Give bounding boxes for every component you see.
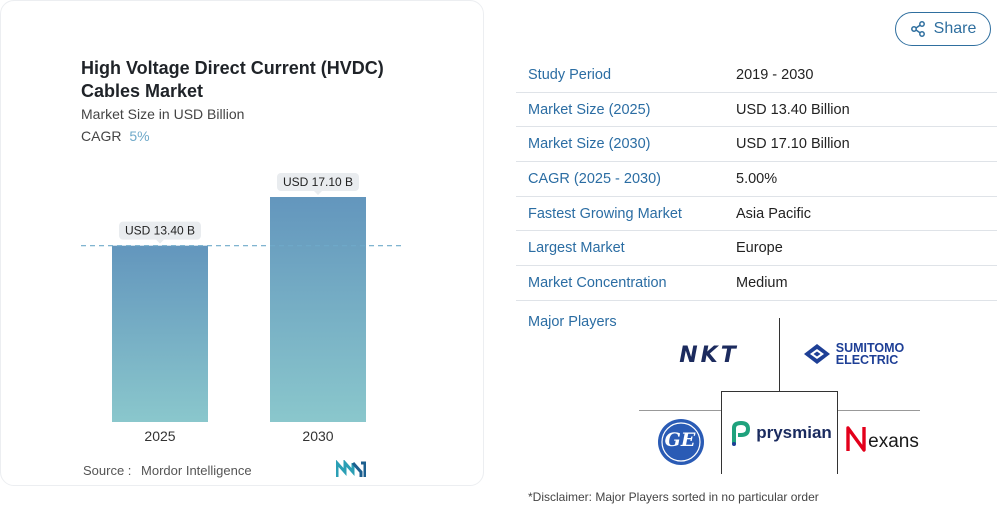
- nkt-logo-text: NKT: [679, 342, 739, 368]
- market-info-table: Study Period 2019 - 2030 Market Size (20…: [516, 58, 997, 301]
- row-value: Europe: [736, 240, 783, 257]
- ge-logo-text: GE: [664, 429, 696, 451]
- divider: [837, 410, 920, 411]
- divider: [721, 391, 838, 392]
- row-value: Medium: [736, 274, 788, 291]
- chart-subtitle: Market Size in USD Billion: [81, 106, 245, 122]
- cagr-value: 5%: [129, 128, 150, 144]
- major-players-label: Major Players: [528, 314, 617, 330]
- sumitomo-line2: ELECTRIC: [835, 353, 899, 367]
- row-value: 2019 - 2030: [736, 66, 814, 83]
- chart-source: Source : Mordor Intelligence: [83, 463, 252, 478]
- row-key: Market Size (2030): [528, 136, 651, 153]
- sumitomo-diamond-icon: [803, 344, 830, 364]
- data-label-box: [119, 221, 201, 240]
- prysmian-logo-text: prysmian: [756, 423, 832, 442]
- bar: [112, 245, 208, 422]
- table-row: Fastest Growing Market Asia Pacific: [516, 197, 997, 232]
- table-row: Market Size (2025) USD 13.40 Billion: [516, 93, 997, 128]
- category-label: 2025: [144, 428, 175, 444]
- prysmian-logo: prysmian: [727, 416, 835, 450]
- table-row: Market Concentration Medium: [516, 266, 997, 301]
- row-key: Study Period: [528, 66, 612, 83]
- row-key: Market Size (2025): [528, 101, 651, 118]
- category-label: 2030: [302, 428, 333, 444]
- ge-logo: GE: [655, 418, 707, 466]
- share-label: Share: [933, 20, 977, 37]
- disclaimer: *Disclaimer: Major Players sorted in no …: [528, 490, 819, 504]
- data-label-box: [277, 173, 359, 191]
- divider: [721, 391, 722, 474]
- source-label: Source :: [83, 463, 132, 478]
- nexans-logo-text: exans: [868, 431, 919, 452]
- divider: [779, 318, 780, 391]
- bar: [270, 197, 366, 422]
- row-value: 5.00%: [736, 170, 778, 187]
- nkt-logo: NKT: [659, 340, 759, 370]
- data-label: USD 13.40 B: [125, 224, 195, 238]
- row-value: USD 13.40 Billion: [736, 101, 850, 118]
- row-key: Market Concentration: [528, 274, 667, 291]
- table-row: CAGR (2025 - 2030) 5.00%: [516, 162, 997, 197]
- row-value: USD 17.10 Billion: [736, 136, 850, 153]
- sumitomo-line1: SUMITOMO: [835, 341, 905, 355]
- table-row: Study Period 2019 - 2030: [516, 58, 997, 93]
- data-label-pointer: [314, 191, 322, 195]
- row-key: CAGR (2025 - 2030): [528, 170, 661, 187]
- row-key: Largest Market: [528, 240, 625, 257]
- chart-title: High Voltage Direct Current (HVDC) Cable…: [81, 58, 384, 101]
- divider: [639, 410, 721, 411]
- table-row: Market Size (2030) USD 17.10 Billion: [516, 127, 997, 163]
- divider: [837, 391, 838, 474]
- sumitomo-electric-logo: SUMITOMO ELECTRIC: [791, 338, 916, 370]
- data-label-pointer: [156, 239, 164, 244]
- share-icon: [910, 21, 925, 37]
- bar-chart: USD 13.40 B 2025 USD 17.10 B 2030: [81, 173, 401, 444]
- chart-cagr: CAGR 5%: [81, 128, 150, 144]
- table-row: Largest Market Europe: [516, 231, 997, 267]
- prysmian-mark-icon: [732, 420, 751, 446]
- chart-card: High Voltage Direct Current (HVDC) Cable…: [0, 0, 484, 486]
- row-key: Fastest Growing Market: [528, 205, 682, 222]
- source-value: Mordor Intelligence: [141, 463, 252, 478]
- row-value: Asia Pacific: [736, 205, 811, 222]
- mordor-intelligence-logo: [336, 460, 366, 477]
- share-button[interactable]: Share: [895, 12, 991, 46]
- nexans-logo: exans: [843, 422, 921, 456]
- nexans-n-icon: [846, 426, 866, 452]
- data-label: USD 17.10 B: [283, 175, 353, 189]
- major-players-grid: NKT SUMITOMO ELECTRIC GE prysmian: [639, 318, 920, 474]
- ge-monogram-icon: [658, 419, 704, 465]
- cagr-label: CAGR: [81, 128, 122, 144]
